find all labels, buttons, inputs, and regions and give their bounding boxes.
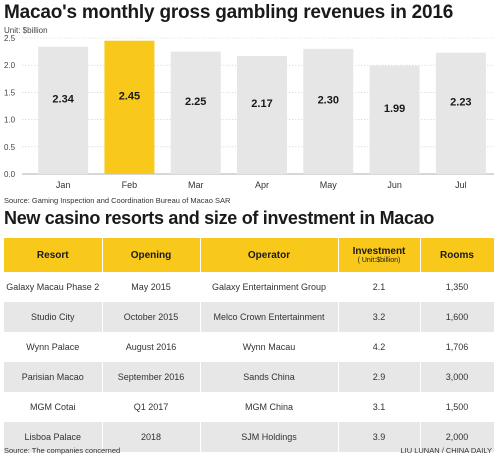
credit-line: LIU LUNAN / CHINA DAILY — [400, 446, 492, 455]
header-resort: Resort — [4, 238, 103, 272]
table-source: Source: The companies concerned — [4, 446, 121, 455]
cell-opening: 2018 — [102, 422, 201, 452]
bar — [369, 65, 420, 174]
y-tick-label: 1.5 — [4, 88, 16, 97]
cell-investment: 3.1 — [338, 392, 421, 422]
x-tick-label: Apr — [255, 180, 269, 190]
header-investment: Investment ( Unit:$billion) — [338, 238, 421, 272]
cell-operator: Wynn Macau — [200, 332, 339, 362]
chart-source: Source: Gaming Inspection and Coordinati… — [4, 196, 231, 205]
header-opening: Opening — [102, 238, 201, 272]
data-label: 2.23 — [450, 96, 471, 108]
table-header-row: Resort Opening Operator Investment ( Uni… — [4, 238, 495, 272]
cell-investment: 2.9 — [338, 362, 421, 392]
cell-rooms: 1,500 — [420, 392, 495, 422]
y-tick-label: 2.5 — [4, 34, 16, 43]
data-label: 2.30 — [318, 94, 339, 106]
cell-operator: Galaxy Entertainment Group — [200, 272, 339, 302]
y-tick-label: 0.5 — [4, 143, 16, 152]
y-tick-label: 1.0 — [4, 116, 16, 125]
cell-operator: SJM Holdings — [200, 422, 339, 452]
cell-resort: MGM Cotai — [4, 392, 103, 422]
bar — [435, 52, 486, 174]
header-investment-label: Investment — [352, 245, 406, 257]
header-operator: Operator — [200, 238, 339, 272]
y-tick-label: 2.0 — [4, 61, 16, 70]
bar — [170, 51, 221, 174]
table-row: Studio City October 2015 Melco Crown Enter… — [4, 302, 495, 332]
table-title: New casino resorts and size of investmen… — [4, 208, 435, 228]
cell-investment: 3.2 — [338, 302, 421, 332]
x-tick-label: Feb — [122, 180, 138, 190]
table-row: Wynn Palace August 2016 Wynn Macau 4.2 1,706 — [4, 332, 495, 362]
header-rooms: Rooms — [420, 238, 495, 272]
bar — [104, 40, 155, 174]
data-label: 2.45 — [119, 90, 140, 102]
cell-operator: Sands China — [200, 362, 339, 392]
cell-resort: Wynn Palace — [4, 332, 103, 362]
x-tick-label: Jan — [56, 180, 71, 190]
cell-resort: Studio City — [4, 302, 103, 332]
cell-opening: October 2015 — [102, 302, 201, 332]
x-tick-label: Jul — [455, 180, 467, 190]
cell-opening: September 2016 — [102, 362, 201, 392]
chart-title: Macao's monthly gross gambling revenues … — [4, 2, 454, 23]
bar — [237, 55, 287, 175]
cell-investment: 2.1 — [338, 272, 421, 302]
cell-opening: May 2015 — [102, 272, 201, 302]
cell-opening: Q1 2017 — [102, 392, 201, 422]
header-investment-unit: ( Unit:$billion) — [357, 256, 401, 264]
x-tick-label: May — [320, 180, 338, 190]
table-row: Lisboa Palace 2018 SJM Holdings 3.9 2,000 — [4, 422, 495, 452]
table-row: Parisian Macao September 2016 Sands China 2… — [4, 362, 495, 392]
cell-investment: 4.2 — [338, 332, 421, 362]
table-row: MGM Cotai Q1 2017 MGM China 3.1 1,500 — [4, 392, 495, 422]
casino-resorts-table: Resort Opening Operator Investment ( Uni… — [4, 238, 495, 452]
cell-rooms: 3,000 — [420, 362, 495, 392]
bar — [38, 46, 89, 175]
cell-rooms: 1,706 — [420, 332, 495, 362]
data-label: 2.17 — [251, 98, 272, 110]
cell-investment: 3.9 — [338, 422, 421, 452]
cell-resort: Lisboa Palace — [4, 422, 103, 452]
data-label: 2.34 — [52, 93, 74, 105]
x-tick-label: Mar — [188, 180, 204, 190]
data-label: 2.25 — [185, 96, 206, 108]
revenue-bar-chart: 0.0 0.5 1.0 1.5 2.0 2.5 2.34 Jan 2.45 Feb 2.25 Mar 2… — [4, 34, 494, 190]
cell-operator: MGM China — [200, 392, 339, 422]
chart-unit-label: Unit: $billion — [4, 26, 48, 35]
cell-rooms: 1,600 — [420, 302, 495, 332]
x-tick-label: Jun — [387, 180, 402, 190]
cell-operator: Melco Crown Entertainment — [200, 302, 339, 332]
table-row: Galaxy Macau Phase 2 May 2015 Galaxy Enter… — [4, 272, 495, 302]
data-label: 1.99 — [384, 103, 405, 115]
y-tick-label: 0.0 — [4, 170, 16, 179]
cell-resort: Parisian Macao — [4, 362, 103, 392]
cell-rooms: 2,000 — [420, 422, 495, 452]
cell-opening: August 2016 — [102, 332, 201, 362]
cell-rooms: 1,350 — [420, 272, 495, 302]
cell-resort: Galaxy Macau Phase 2 — [4, 272, 103, 302]
bar — [303, 48, 354, 174]
